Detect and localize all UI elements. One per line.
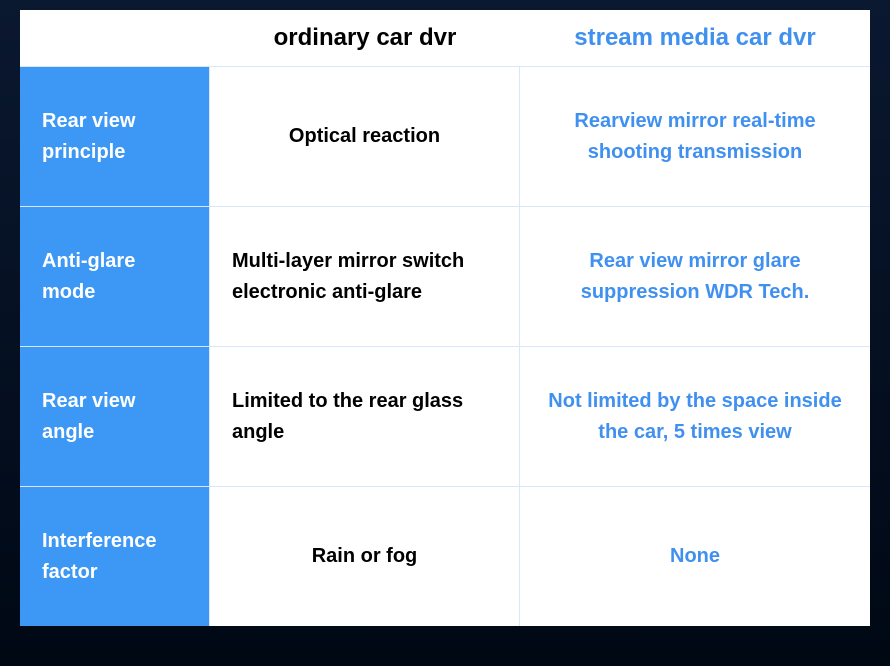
table-row: Rear view angle Limited to the rear glas… xyxy=(20,346,870,486)
row-label: Anti-glare mode xyxy=(20,207,210,346)
table-row: Rear view principle Optical reaction Rea… xyxy=(20,66,870,206)
row-stream: Rear view mirror glare suppression WDR T… xyxy=(520,207,870,346)
row-ordinary: Optical reaction xyxy=(210,67,520,206)
row-stream: None xyxy=(520,487,870,626)
table-row: Interference factor Rain or fog None xyxy=(20,486,870,626)
row-label: Rear view angle xyxy=(20,347,210,486)
row-ordinary: Multi-layer mirror switch electronic ant… xyxy=(210,207,520,346)
table-row: Anti-glare mode Multi-layer mirror switc… xyxy=(20,206,870,346)
header-stream: stream media car dvr xyxy=(520,10,870,66)
row-stream: Rearview mirror real-time shooting trans… xyxy=(520,67,870,206)
row-ordinary: Rain or fog xyxy=(210,487,520,626)
header-label-cell xyxy=(20,10,210,66)
row-stream: Not limited by the space inside the car,… xyxy=(520,347,870,486)
row-label: Interference factor xyxy=(20,487,210,626)
comparison-table: ordinary car dvr stream media car dvr Re… xyxy=(20,10,870,626)
row-label: Rear view principle xyxy=(20,67,210,206)
table-header-row: ordinary car dvr stream media car dvr xyxy=(20,10,870,66)
row-ordinary: Limited to the rear glass angle xyxy=(210,347,520,486)
header-ordinary: ordinary car dvr xyxy=(210,10,520,66)
